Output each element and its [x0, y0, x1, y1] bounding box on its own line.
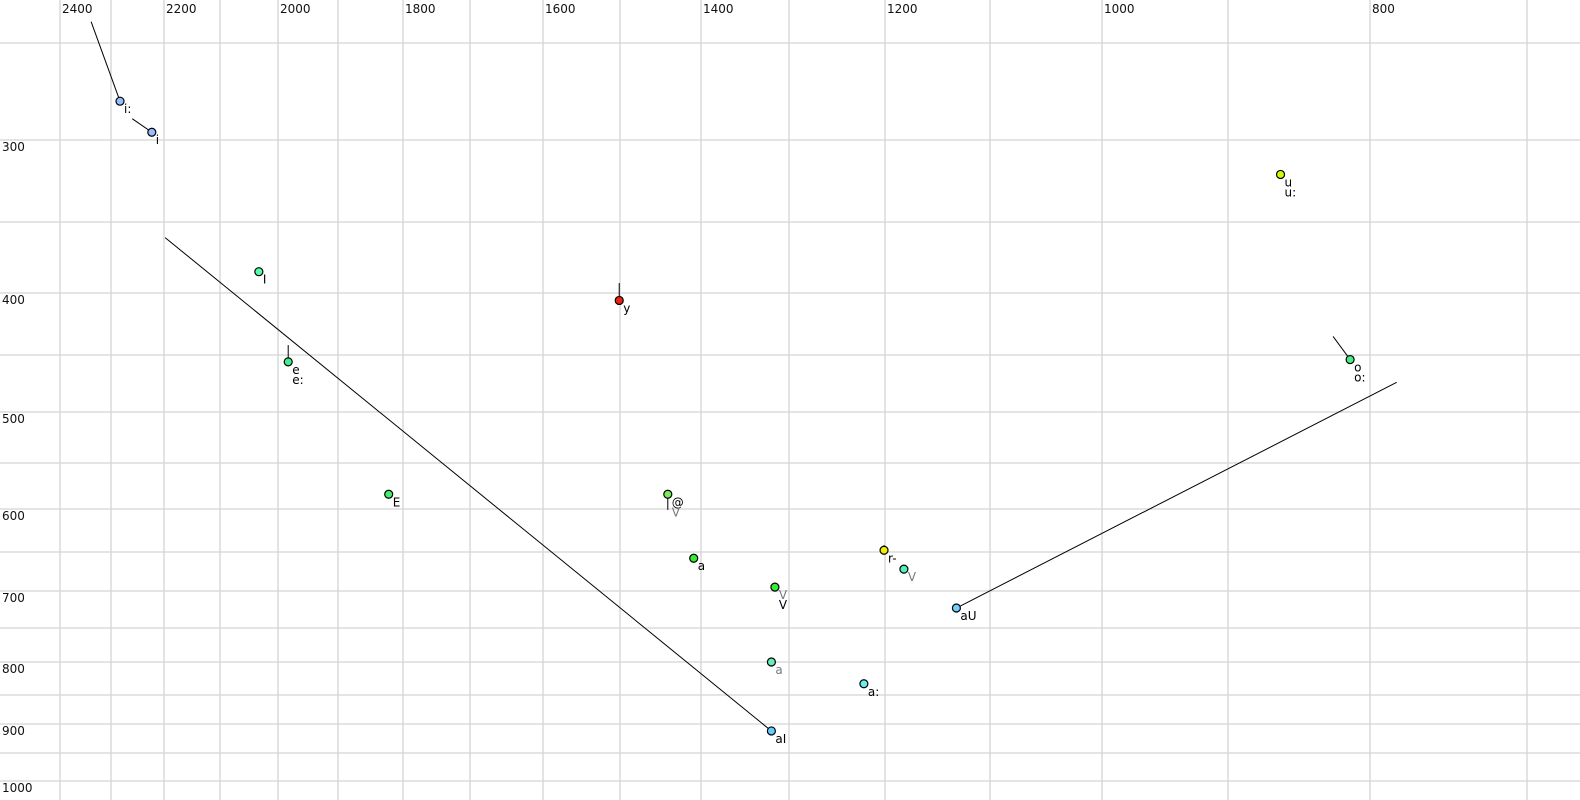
vowel-label: I	[263, 273, 267, 287]
y-tick-label: 800	[2, 662, 25, 676]
y-tick-label: 300	[2, 140, 25, 154]
vowel-point	[689, 553, 699, 563]
vowel-label: y	[623, 301, 630, 315]
trajectory-line	[956, 381, 1397, 609]
x-tick-label: 1200	[887, 2, 918, 16]
vowel-label: V	[779, 598, 788, 612]
y-tick-label: 400	[2, 293, 25, 307]
x-tick-label: 800	[1372, 2, 1395, 16]
trajectory-line	[164, 237, 772, 732]
vowel-point	[879, 545, 889, 555]
y-tick-label: 1000	[2, 781, 33, 795]
vowel-point	[1345, 354, 1355, 365]
vowel-point	[770, 582, 780, 592]
x-tick-label: 2000	[280, 2, 311, 16]
vowel-label: a	[698, 559, 705, 573]
vowel-point	[951, 603, 962, 613]
vowel-label: e	[292, 363, 299, 377]
vowel-label: V	[779, 588, 788, 602]
y-tick-label: 700	[2, 591, 25, 605]
x-tick-label: 2200	[166, 2, 197, 16]
x-tick-label: 1600	[545, 2, 576, 16]
vowel-point	[766, 726, 777, 736]
vowel-point	[766, 657, 777, 667]
vowel-point	[1275, 169, 1286, 180]
vowel-label: a	[775, 663, 782, 677]
vowel-label: i	[156, 133, 159, 147]
vowel-label: o	[1354, 361, 1361, 375]
vowel-label: u:	[1285, 185, 1297, 199]
x-tick-label: 2400	[62, 2, 93, 16]
trajectory-line	[1332, 336, 1351, 360]
vowel-label: @	[672, 495, 684, 509]
vowel-label: aI	[775, 732, 786, 746]
vowel-label: V	[908, 570, 917, 584]
tick-labels: 2400 2200 2000 1800 1600 1400 1200 1000 800 300 40…	[2, 2, 1395, 795]
vowel-point	[147, 127, 157, 137]
y-tick-label: 600	[2, 509, 25, 523]
vowel-point	[283, 357, 293, 367]
vowel-point	[663, 489, 673, 499]
vowel-label: u	[1285, 175, 1293, 189]
trajectories	[90, 21, 1397, 732]
y-tick-label: 900	[2, 724, 25, 738]
vowel-label: o:	[1354, 371, 1365, 385]
vowel-label: aU	[960, 609, 976, 623]
x-tick-label: 1400	[703, 2, 734, 16]
vowel-label: r-	[888, 551, 897, 565]
vowel-label: a:	[868, 685, 879, 699]
y-tick-label: 500	[2, 412, 25, 426]
vowel-point	[899, 564, 909, 574]
vowel-point	[859, 679, 869, 689]
vowel-point	[614, 295, 624, 306]
trajectory-line	[90, 21, 121, 102]
vowel-label: E	[393, 495, 401, 509]
vowel-label: e:	[292, 373, 303, 387]
vowel-point	[115, 96, 125, 106]
x-tick-label: 1800	[405, 2, 436, 16]
vowel-label: i:	[124, 102, 131, 116]
vowel-point	[254, 267, 264, 277]
vowel-label: V	[672, 505, 681, 519]
vowel-point	[384, 489, 394, 499]
x-tick-label: 1000	[1104, 2, 1135, 16]
